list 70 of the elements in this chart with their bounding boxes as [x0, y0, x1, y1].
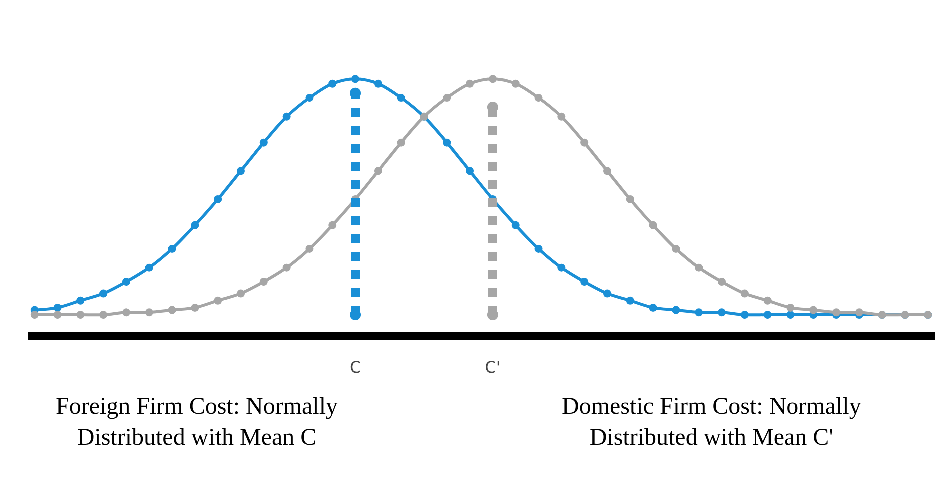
point: [100, 311, 108, 320]
point: [191, 221, 200, 230]
point: [603, 290, 612, 298]
point: [122, 308, 130, 317]
point: [718, 278, 726, 286]
point: [260, 138, 268, 147]
point: [672, 244, 680, 253]
point: [695, 308, 704, 317]
point: [282, 112, 291, 121]
point: [443, 138, 452, 147]
point: [466, 80, 474, 88]
point: [764, 311, 772, 320]
point: [466, 167, 474, 176]
point: [374, 167, 382, 176]
point: [214, 195, 222, 204]
point: [443, 94, 452, 102]
point: [626, 195, 634, 204]
point: [580, 138, 589, 147]
point: [810, 306, 818, 314]
point: [672, 306, 680, 314]
point: [855, 308, 864, 317]
point: [282, 264, 291, 272]
point: [374, 80, 382, 88]
point: [534, 94, 543, 102]
point: [54, 304, 62, 312]
point: [122, 278, 130, 286]
point: [488, 75, 497, 84]
point: [397, 138, 406, 147]
point: [328, 221, 337, 230]
point: [30, 311, 39, 320]
point: [168, 306, 176, 314]
point: [168, 244, 176, 253]
point: [718, 308, 726, 317]
point: [237, 290, 246, 298]
point: [100, 290, 108, 298]
point: [145, 308, 154, 317]
point: [740, 311, 749, 320]
point: [786, 304, 795, 312]
point: [260, 278, 268, 286]
point: [145, 264, 154, 272]
point: [76, 296, 85, 305]
point: [580, 278, 589, 286]
point: [237, 167, 246, 176]
point: [558, 264, 566, 272]
point: [54, 311, 62, 320]
point: [534, 244, 543, 253]
point: [352, 75, 360, 84]
point: [740, 290, 749, 298]
point: [558, 112, 566, 121]
point: [603, 167, 612, 176]
point: [695, 264, 704, 272]
point: [306, 244, 314, 253]
point: [512, 80, 520, 88]
point: [214, 296, 222, 305]
point: [626, 296, 634, 305]
point: [512, 221, 520, 230]
point: [832, 308, 841, 317]
point: [649, 304, 658, 312]
x-tick-label: C': [485, 358, 501, 378]
point: [397, 94, 406, 102]
text: Domestic Firm Cost: Normally Distributed with Mean C': [562, 394, 862, 452]
x-tick-label: C: [350, 358, 362, 378]
text: Foreign Firm Cost: Normally Distributed with Mean C: [56, 394, 338, 452]
point: [786, 311, 795, 320]
point: [191, 304, 200, 312]
point: [76, 311, 85, 320]
point: [306, 94, 314, 102]
point: [328, 80, 337, 88]
point: [764, 296, 772, 305]
point: [649, 221, 658, 230]
